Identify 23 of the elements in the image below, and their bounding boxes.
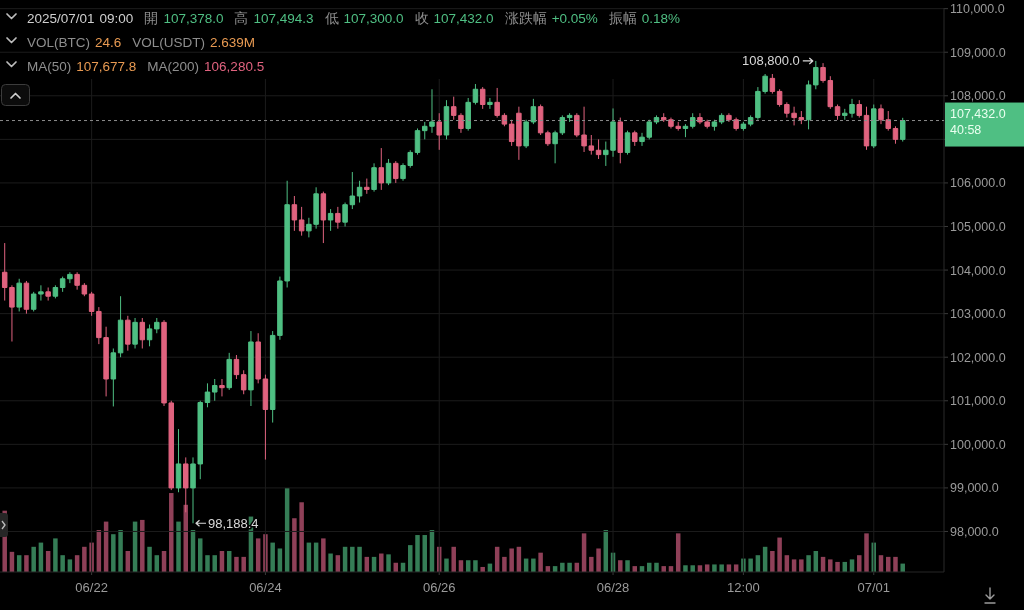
header-line: VOL(BTC) 24.6 VOL(USDT) 2.639M bbox=[27, 35, 256, 50]
x-tick-label: 07/01 bbox=[857, 580, 891, 595]
y-tick-label: 103,000.0 bbox=[950, 307, 1006, 322]
x-tick-label: 06/28 bbox=[596, 580, 630, 595]
y-tick-label: 108,000.0 bbox=[950, 89, 1006, 104]
x-tick-label: 12:00 bbox=[727, 580, 760, 595]
y-tick-label: 109,000.0 bbox=[950, 45, 1006, 60]
x-tick-label: 06/26 bbox=[422, 580, 456, 595]
y-tick-label: 110,000.0 bbox=[950, 2, 1005, 17]
ref-label: 107,432.0 40:58 bbox=[950, 106, 1006, 137]
y-tick-label: 105,000.0 bbox=[950, 220, 1006, 234]
y-tick-label: 101,000.0 bbox=[950, 394, 1006, 409]
x-tick-label: 06/22 bbox=[75, 580, 108, 595]
y-tick-label: 99,000.0 bbox=[950, 481, 999, 496]
header-line: 2025/07/01 09:00 開 107,378.0 高 107,494.3 低 107,300.0 收 107,432.0 涨跌幅 +0.05% 振幅 0.18% bbox=[27, 11, 681, 26]
header-line: MA(50) 107,677.8 MA(200) 106,280.5 bbox=[27, 59, 265, 74]
x-tick-label: 06/24 bbox=[249, 580, 282, 595]
y-tick-label: 102,000.0 bbox=[950, 350, 1006, 365]
y-tick-label: 100,000.0 bbox=[950, 437, 1006, 452]
point-note: 108,800.0 bbox=[741, 53, 800, 69]
y-tick-label: 106,000.0 bbox=[950, 176, 1006, 191]
y-tick-label: 104,000.0 bbox=[950, 263, 1006, 278]
y-tick-label: 98,000.0 bbox=[950, 525, 999, 539]
